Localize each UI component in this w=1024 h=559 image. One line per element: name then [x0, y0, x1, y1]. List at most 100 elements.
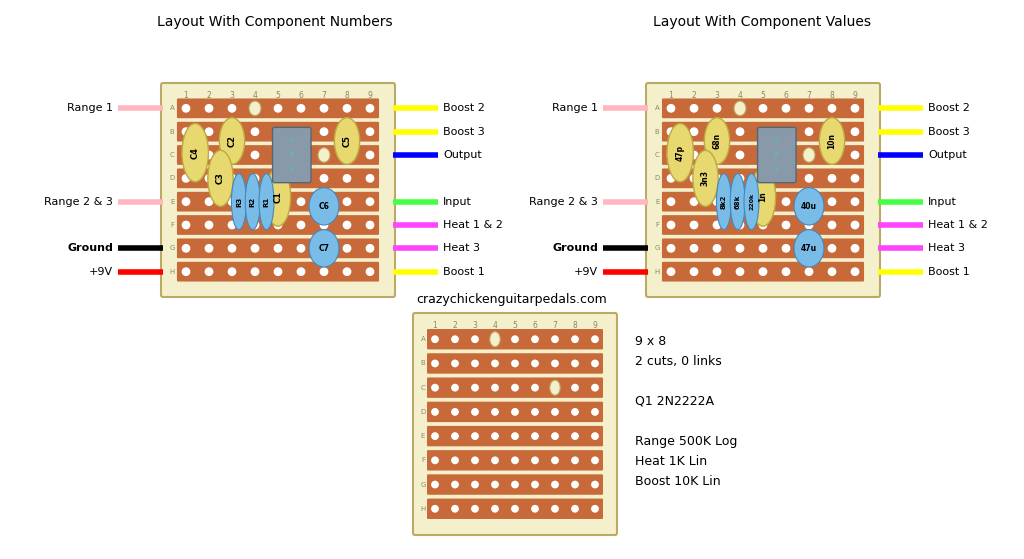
- Circle shape: [182, 174, 189, 182]
- Circle shape: [182, 198, 189, 205]
- Text: 6: 6: [532, 321, 538, 330]
- Circle shape: [274, 151, 282, 159]
- Text: C: C: [290, 138, 294, 143]
- Ellipse shape: [489, 331, 500, 347]
- Circle shape: [274, 245, 282, 252]
- Circle shape: [714, 198, 721, 205]
- Text: D: D: [421, 409, 426, 415]
- Circle shape: [206, 105, 213, 112]
- Text: A: A: [654, 105, 659, 111]
- Circle shape: [531, 481, 539, 488]
- Circle shape: [343, 151, 350, 159]
- Circle shape: [452, 433, 458, 439]
- Text: 47p: 47p: [676, 145, 685, 161]
- Text: 1: 1: [183, 91, 188, 100]
- Circle shape: [452, 505, 458, 512]
- Circle shape: [206, 151, 213, 159]
- Text: C2: C2: [227, 135, 237, 147]
- FancyBboxPatch shape: [177, 215, 379, 235]
- Ellipse shape: [219, 117, 245, 164]
- Circle shape: [782, 105, 790, 112]
- Text: F: F: [655, 222, 659, 228]
- FancyBboxPatch shape: [177, 262, 379, 282]
- Text: Heat 1 & 2: Heat 1 & 2: [443, 220, 503, 230]
- Circle shape: [690, 105, 697, 112]
- Text: 9: 9: [368, 91, 373, 100]
- Text: 7: 7: [553, 321, 557, 330]
- Circle shape: [432, 481, 438, 488]
- Text: Boost 10K Lin: Boost 10K Lin: [635, 475, 721, 488]
- Circle shape: [343, 221, 350, 229]
- Text: Layout With Component Numbers: Layout With Component Numbers: [158, 15, 393, 29]
- Text: 2: 2: [207, 91, 211, 100]
- Circle shape: [552, 433, 558, 439]
- Circle shape: [592, 336, 598, 343]
- Circle shape: [251, 151, 259, 159]
- Text: 8: 8: [345, 91, 349, 100]
- FancyBboxPatch shape: [427, 402, 603, 422]
- Text: Heat 1 & 2: Heat 1 & 2: [928, 220, 988, 230]
- Text: F: F: [170, 222, 174, 228]
- Circle shape: [592, 433, 598, 439]
- Circle shape: [828, 174, 836, 182]
- Circle shape: [367, 268, 374, 276]
- Circle shape: [805, 245, 813, 252]
- Circle shape: [531, 336, 539, 343]
- Circle shape: [432, 457, 438, 463]
- FancyBboxPatch shape: [662, 168, 864, 188]
- Circle shape: [228, 221, 236, 229]
- Circle shape: [512, 336, 518, 343]
- Circle shape: [760, 268, 767, 276]
- Text: E: E: [775, 167, 778, 172]
- Circle shape: [571, 505, 579, 512]
- Circle shape: [714, 105, 721, 112]
- Circle shape: [531, 360, 539, 367]
- Circle shape: [571, 481, 579, 488]
- Text: 5: 5: [275, 91, 281, 100]
- Text: Heat 1K Lin: Heat 1K Lin: [635, 455, 708, 468]
- FancyBboxPatch shape: [646, 83, 880, 297]
- Circle shape: [274, 198, 282, 205]
- FancyBboxPatch shape: [427, 353, 603, 373]
- Text: Range 2 & 3: Range 2 & 3: [529, 197, 598, 207]
- Text: 40u: 40u: [801, 202, 817, 211]
- Circle shape: [182, 105, 189, 112]
- Circle shape: [228, 105, 236, 112]
- Text: 4: 4: [493, 321, 498, 330]
- Text: Ground: Ground: [68, 243, 113, 253]
- Text: Boost 1: Boost 1: [443, 267, 484, 277]
- Circle shape: [736, 268, 743, 276]
- Text: 4: 4: [737, 91, 742, 100]
- Text: 3: 3: [715, 91, 720, 100]
- FancyBboxPatch shape: [177, 122, 379, 141]
- Circle shape: [668, 198, 675, 205]
- Text: H: H: [654, 269, 659, 274]
- Circle shape: [760, 151, 767, 159]
- Circle shape: [228, 245, 236, 252]
- Circle shape: [714, 128, 721, 135]
- Text: Boost 1: Boost 1: [928, 267, 970, 277]
- Ellipse shape: [182, 124, 209, 182]
- Text: crazychickenguitarpedals.com: crazychickenguitarpedals.com: [417, 293, 607, 306]
- Circle shape: [714, 268, 721, 276]
- FancyBboxPatch shape: [662, 239, 864, 258]
- Text: E: E: [421, 433, 425, 439]
- Circle shape: [782, 174, 790, 182]
- Text: Boost 3: Boost 3: [443, 127, 484, 136]
- Circle shape: [343, 128, 350, 135]
- Circle shape: [274, 105, 282, 112]
- Text: 5: 5: [513, 321, 517, 330]
- Circle shape: [274, 128, 282, 135]
- Text: B: B: [654, 129, 659, 135]
- FancyBboxPatch shape: [662, 262, 864, 282]
- Circle shape: [668, 128, 675, 135]
- Circle shape: [714, 221, 721, 229]
- Ellipse shape: [245, 174, 260, 230]
- Circle shape: [321, 245, 328, 252]
- Text: B: B: [290, 153, 294, 158]
- Circle shape: [432, 360, 438, 367]
- Circle shape: [760, 198, 767, 205]
- FancyBboxPatch shape: [427, 475, 603, 495]
- Circle shape: [690, 174, 697, 182]
- Text: G: G: [170, 245, 175, 252]
